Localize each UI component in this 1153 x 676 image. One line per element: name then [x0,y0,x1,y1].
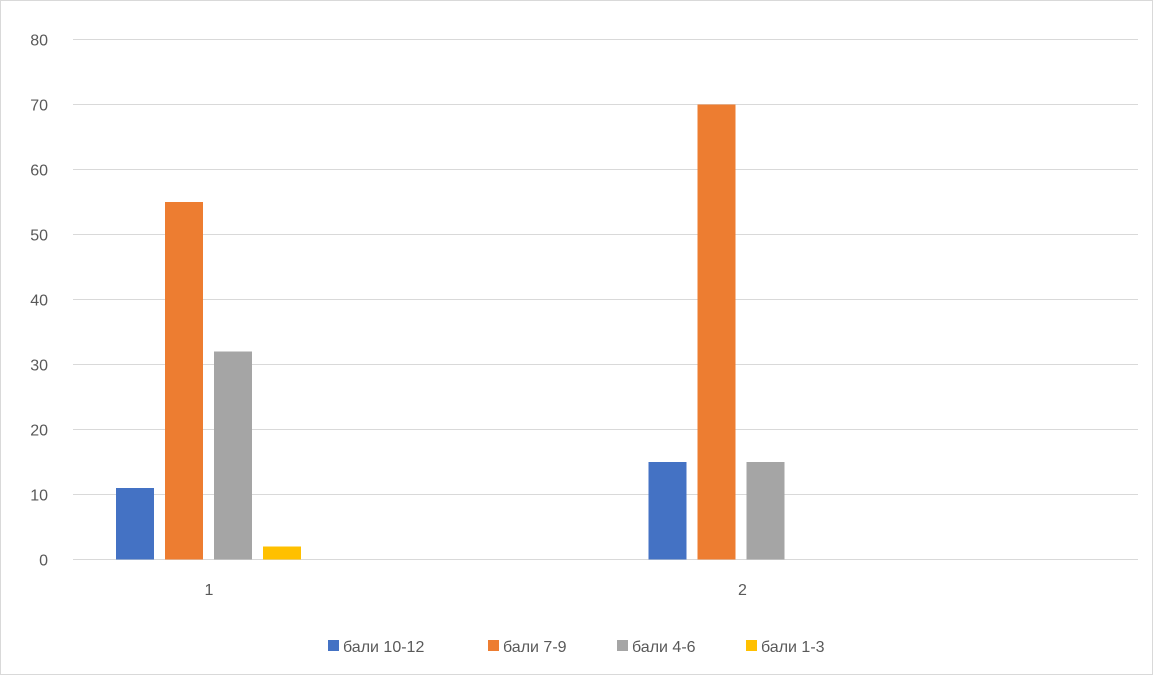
legend-label-4: бали 1-3 [761,639,825,656]
y-tick-label-20: 20 [30,423,48,440]
y-tick-label-60: 60 [30,163,48,180]
y-tick-label-10: 10 [30,488,48,505]
y-tick-label-40: 40 [30,293,48,310]
bar-cat2-series3 [746,462,785,560]
legend-label-1: бали 10-12 [343,639,424,656]
legend-swatch-3 [617,640,628,651]
bars [116,104,785,560]
legend-label-3: бали 4-6 [632,639,696,656]
legend-swatch-2 [488,640,499,651]
bar-cat1-series2 [165,202,203,560]
x-tick-label-1: 1 [205,582,214,599]
y-tick-label-50: 50 [30,228,48,245]
bar-cat2-series2 [697,104,736,560]
y-tick-label-30: 30 [30,358,48,375]
y-tick-label-80: 80 [30,33,48,50]
legend-swatch-1 [328,640,339,651]
bar-cat1-series3 [214,351,252,560]
legend: бали 10-12 бали 7-9 бали 4-6 бали 1-3 [328,639,825,656]
bar-cat1-series4 [263,546,301,560]
bar-cat2-series1 [648,462,687,560]
legend-label-2: бали 7-9 [503,639,567,656]
y-axis-tick-labels: 0 10 20 30 40 50 60 70 80 [30,33,48,570]
legend-swatch-4 [746,640,757,651]
bar-cat1-series1 [116,488,154,560]
x-tick-label-2: 2 [738,582,747,599]
y-tick-label-70: 70 [30,98,48,115]
y-tick-label-0: 0 [39,553,48,570]
